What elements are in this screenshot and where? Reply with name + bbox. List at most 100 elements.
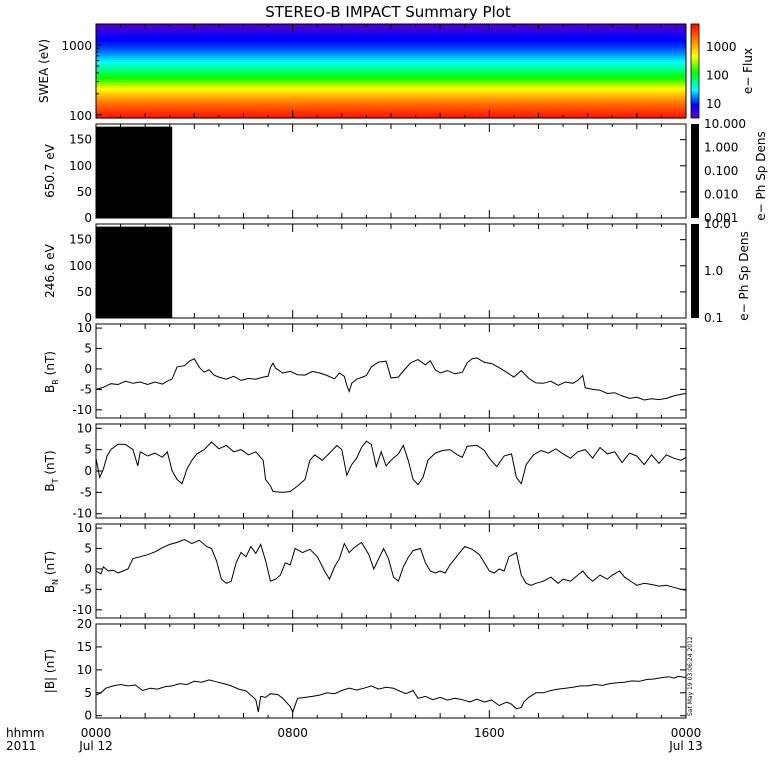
swea-heatmap-row — [96, 48, 686, 51]
swea-heatmap-row — [96, 66, 686, 69]
time-axis-label-year: 2011 — [6, 739, 37, 753]
btotal-ytick-label: 20 — [77, 617, 92, 631]
pad246-colorbar-tick-label: 0.1 — [704, 311, 723, 325]
pad246-ylabel: 246.6 eV — [43, 243, 57, 298]
bt-ytick-label: 0 — [84, 464, 92, 478]
swea-heatmap-row — [96, 54, 686, 57]
br-ylabel: BR (nT) — [43, 351, 60, 393]
bn-ytick-label: -5 — [80, 582, 92, 596]
br-frame — [95, 323, 687, 419]
bt-line-path — [95, 440, 687, 493]
pad246-colorbar — [691, 224, 699, 318]
swea-heatmap-row — [96, 104, 686, 107]
swea-heatmap-row — [96, 90, 686, 93]
pad246-y-axis: 0 50 100 150 — [69, 233, 686, 325]
bt-ytick-label: 10 — [77, 421, 92, 435]
bn-ytick-label: 5 — [84, 542, 92, 556]
swea-ylabel: SWEA (eV) — [37, 39, 51, 103]
pad246-ytick-label: 50 — [77, 285, 92, 299]
swea-heatmap-row — [96, 58, 686, 61]
btotal-line-path — [95, 675, 687, 714]
swea-heatmap-row — [96, 108, 686, 111]
swea-heatmap-row — [96, 100, 686, 103]
btotal-frame — [95, 623, 687, 719]
time-date-label: Jul 12 — [78, 739, 113, 753]
br-ytick-label: 5 — [84, 342, 92, 356]
swea-heatmap-row — [96, 68, 686, 71]
btotal-series-line — [95, 675, 687, 714]
flux-colorbar — [690, 23, 700, 119]
pad246-colorbar-tick-label: 10.0 — [704, 217, 731, 231]
swea-y-axis: 100 1000 — [61, 23, 102, 123]
time-tick-label: 0000 — [81, 726, 112, 740]
btotal-panel: 0 5 10 15 20 |B| (nT) Sat May 19 03:06:24 20… — [43, 617, 694, 723]
br-ylabel-subscript: R — [51, 379, 60, 385]
br-ytick-label: 10 — [77, 321, 92, 335]
swea-heatmap-row — [96, 102, 686, 105]
swea-ytick-label: 1000 — [61, 39, 92, 53]
swea-heatmap-row — [96, 64, 686, 67]
pad246-ytick-label: 0 — [84, 311, 92, 325]
pad650-ytick-label: 50 — [77, 185, 92, 199]
bn-ylabel-unit: (nT) — [43, 551, 57, 575]
time-tick-label: 1600 — [474, 726, 505, 740]
bn-ytick-label: 0 — [84, 562, 92, 576]
br-ytick-label: -10 — [72, 403, 92, 417]
swea-ytick-label: 100 — [69, 109, 92, 123]
bt-frame — [95, 423, 687, 519]
btotal-ylabel: |B| (nT) — [43, 649, 57, 693]
time-axis-label-hhmm: hhmm — [6, 726, 45, 740]
pad246-panel: 0 50 100 150 246.6 eV 10.0 1.0 0.1 e− Ph Sp D… — [43, 217, 751, 325]
bn-series-line — [95, 538, 687, 591]
swea-heatmap-row — [96, 60, 686, 63]
bn-ytick-label: 10 — [77, 521, 92, 535]
br-ytick-label: -5 — [80, 382, 92, 396]
swea-heatmap-row — [96, 36, 686, 39]
pad650-y-axis: 0 50 100 150 — [69, 133, 686, 225]
pad246-colorbar-ticks: 10.0 1.0 0.1 — [704, 217, 731, 325]
btotal-ytick-label: 5 — [84, 686, 92, 700]
time-tick-label: 0000 — [671, 726, 702, 740]
pad650-colorbar-tick-label: 10.000 — [704, 117, 746, 131]
bn-line-path — [95, 538, 687, 591]
swea-heatmap-row — [96, 80, 686, 83]
br-ytick-label: 0 — [84, 362, 92, 376]
pad246-colorbar-tick-label: 1.0 — [704, 264, 723, 278]
pad650-ylabel: 650.7 eV — [43, 143, 57, 198]
bn-frame — [95, 523, 687, 619]
btotal-ytick-label: 0 — [84, 709, 92, 723]
bt-ytick-label: -10 — [72, 507, 92, 521]
br-y-axis: -10 -5 0 5 10 — [72, 321, 686, 417]
br-ylabel-symbol: B — [43, 385, 57, 393]
swea-heatmap-row — [96, 34, 686, 37]
swea-heatmap-row — [96, 44, 686, 47]
time-date-label: Jul 13 — [668, 739, 703, 753]
swea-heatmap-row — [96, 52, 686, 55]
bn-y-axis: -10 -5 0 5 10 — [72, 521, 686, 617]
swea-heatmap-row — [96, 72, 686, 75]
pad650-frame — [95, 123, 687, 219]
pad650-filled-block — [96, 126, 173, 218]
bt-series-line — [95, 440, 687, 493]
pad246-frame — [95, 223, 687, 319]
swea-heatmap-row — [96, 74, 686, 77]
swea-heatmap-row — [96, 62, 686, 65]
timestamp-stamp: Sat May 19 03:06:24 2012 — [687, 636, 694, 716]
swea-heatmap-row — [96, 84, 686, 87]
bn-ylabel-symbol: B — [43, 585, 57, 593]
swea-heatmap-row — [96, 76, 686, 79]
bn-ylabel: BN (nT) — [43, 551, 60, 593]
pad650-panel: 0 50 100 150 650.7 eV 10.000 1.000 0.100 0.010… — [43, 117, 768, 225]
pad650-colorbar-tick-label: 0.100 — [704, 164, 738, 178]
swea-heatmap-row — [96, 106, 686, 109]
pad650-colorbar-ticks: 10.000 1.000 0.100 0.010 0.001 — [704, 117, 746, 225]
bt-ylabel-unit: (nT) — [43, 450, 57, 474]
time-tick-label: 0800 — [277, 726, 308, 740]
swea-heatmap-row — [96, 30, 686, 33]
pad650-ytick-label: 100 — [69, 159, 92, 173]
swea-panel: 100 1000 SWEA (eV) 10 100 1000 e− Flux — [37, 23, 755, 123]
flux-colorbar-tick-label: 100 — [706, 69, 729, 83]
br-line-path — [95, 357, 687, 401]
